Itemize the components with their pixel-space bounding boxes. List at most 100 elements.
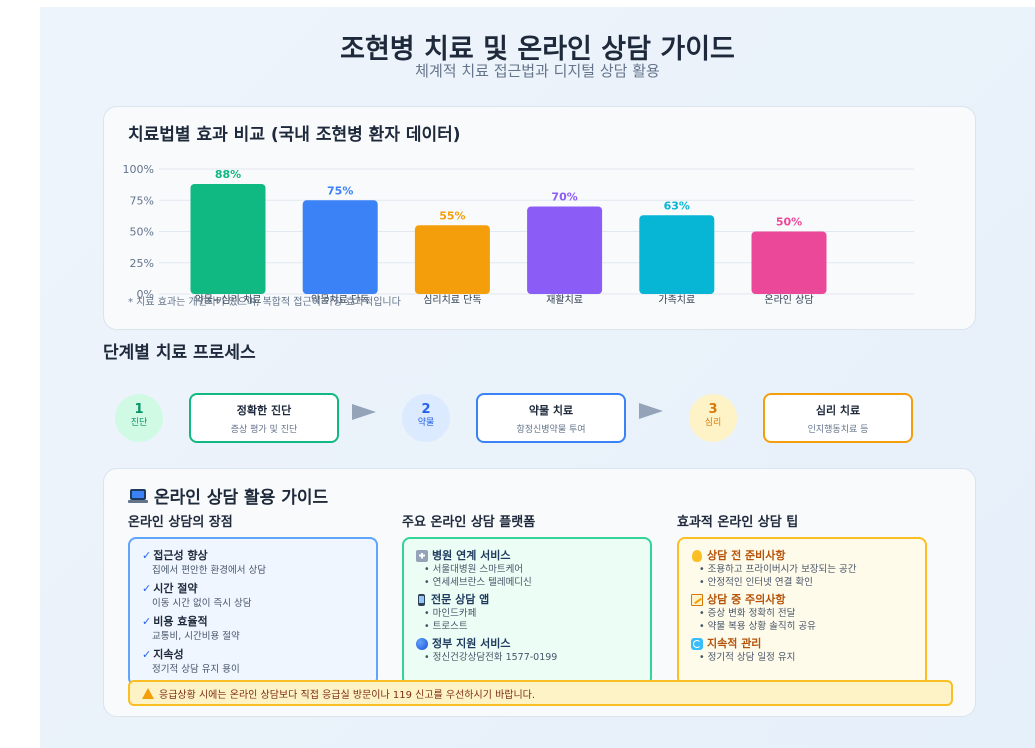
x-category-label: 재활치료 [546, 293, 583, 306]
check-icon: ✓ [142, 648, 152, 661]
step-2-desc: 항정신병약물 투여 [516, 425, 586, 435]
refresh-icon [691, 637, 703, 650]
tip-item: • 조용하고 프라이버시가 보장되는 공간 [699, 564, 857, 575]
step-2-box: 약물 치료 항정신병약물 투여 [476, 393, 626, 443]
tip-group-title: 상담 중 주의사항 [707, 593, 786, 606]
warning-text: 응급상황 시에는 온라인 상담보다 직접 응급실 방문이나 119 신고를 우선… [159, 689, 536, 701]
platform-group: 정부 지원 서비스 • 정신건강상담전화 1577-0199 [416, 636, 638, 664]
bar-value-label: 88% [215, 168, 241, 181]
platform-group-title: 정부 지원 서비스 [432, 637, 511, 650]
check-icon: ✓ [142, 549, 152, 562]
bar [639, 215, 715, 294]
step-1-desc: 증상 평가 및 진단 [230, 425, 298, 435]
page-background: 조현병 치료 및 온라인 상담 가이드 체계적 치료 접근법과 디지털 상담 활… [40, 7, 1035, 748]
treatment-effect-bar-chart: 0% 25% 50% 75% 100% 88% 약물+심리 치료 75% 약물치료 단독 55% 심… [123, 163, 914, 306]
advantage-title: 지속성 [153, 648, 184, 661]
platforms-box: 병원 연계 서비스 • 서울대병원 스마트케어 • 연세세브란스 텔레메디신 전… [402, 537, 652, 686]
x-category-label: 심리치료 단독 [423, 294, 481, 306]
y-tick-label: 100% [123, 163, 154, 176]
advantage-item: ✓ 비용 효율적 교통비, 시간비용 절약 [142, 614, 364, 644]
mobile-phone-icon [418, 593, 425, 606]
bar-value-label: 70% [551, 191, 577, 204]
advantages-title: 온라인 상담의 장점 [128, 515, 233, 530]
laptop-icon [128, 488, 148, 503]
page-title: 조현병 치료 및 온라인 상담 가이드 [340, 34, 735, 65]
bar-value-label: 50% [776, 216, 802, 229]
step-3-desc: 인지행동치료 등 [807, 425, 869, 435]
step-2-title: 약물 치료 [528, 404, 574, 417]
guide-title: 온라인 상담 활용 가이드 [128, 483, 328, 508]
advantages-box: ✓ 접근성 향상 집에서 편안한 환경에서 상담 ✓ 시간 절약 이동 시간 없이 … [128, 537, 378, 686]
tip-group: 상담 중 주의사항 • 증상 변화 정확히 전달 • 약물 복용 상황 솔직히 … [691, 592, 913, 633]
treatment-effect-chart-card: 0% 25% 50% 75% 100% 88% 약물+심리 치료 75% 약물치료 단독 55% 심… [103, 106, 976, 330]
tip-group-title: 지속적 관리 [707, 637, 762, 650]
bar [302, 200, 378, 294]
bar [414, 225, 490, 294]
memo-icon [691, 593, 703, 606]
platform-item: • 마인드카페 [424, 608, 477, 619]
platform-group: 전문 상담 앱 • 마인드카페 • 트로스트 [416, 592, 638, 633]
advantage-title: 시간 절약 [153, 582, 198, 595]
tip-group: 지속적 관리 • 정기적 상담 일정 유지 [691, 636, 913, 664]
y-tick-label: 25% [130, 257, 154, 270]
tip-group-title: 상담 전 준비사항 [707, 549, 786, 562]
bar [190, 184, 266, 294]
step-3-number: 3 [708, 402, 718, 417]
advantage-item: ✓ 접근성 향상 집에서 편안한 환경에서 상담 [142, 548, 364, 578]
step-1-title: 정확한 진단 [236, 404, 292, 417]
bar [527, 206, 603, 294]
emergency-warning-banner: 응급상황 시에는 온라인 상담보다 직접 응급실 방문이나 119 신고를 우선… [128, 680, 953, 706]
check-icon: ✓ [142, 615, 152, 628]
platform-group-title: 병원 연계 서비스 [432, 549, 511, 562]
page-subtitle: 체계적 치료 접근법과 디지털 상담 활용 [415, 62, 660, 80]
online-counseling-guide-card: 온라인 상담 활용 가이드 온라인 상담의 장점 주요 온라인 상담 플랫폼 효… [103, 468, 976, 717]
step-1-label: 진단 [130, 418, 148, 428]
platform-group-title: 전문 상담 앱 [431, 593, 490, 606]
step-2-circle: 2 약물 [402, 394, 450, 442]
process-section-title: 단계별 치료 프로세스 [103, 343, 256, 363]
tip-item: • 증상 변화 정확히 전달 [699, 608, 796, 619]
step-1-box: 정확한 진단 증상 평가 및 진단 [189, 393, 339, 443]
bar-value-label: 75% [327, 184, 353, 197]
advantage-desc: 교통비, 시간비용 절약 [152, 631, 240, 642]
step-arrow-icon [639, 403, 663, 419]
tips-box: 상담 전 준비사항 • 조용하고 프라이버시가 보장되는 공간 • 안정적인 인… [677, 537, 927, 686]
y-tick-label: 75% [130, 194, 154, 207]
tips-title: 효과적 온라인 상담 팁 [677, 515, 799, 530]
chart-footnote: * 치료 효과는 개인차가 있으며, 복합적 접근이 가장 효과적입니다 [128, 297, 401, 308]
step-3-box: 심리 치료 인지행동치료 등 [763, 393, 913, 443]
x-category-label: 온라인 상담 [764, 294, 813, 306]
step-3-circle: 3 심리 [689, 394, 737, 442]
y-tick-label: 50% [130, 226, 154, 239]
platforms-title: 주요 온라인 상담 플랫폼 [402, 515, 536, 530]
step-1-number: 1 [134, 402, 144, 417]
y-tick-label: 0% [137, 288, 154, 301]
step-1-circle: 1 진단 [115, 394, 163, 442]
chart-title: 치료법별 효과 비교 (국내 조현병 환자 데이터) [128, 125, 461, 145]
warning-icon [142, 687, 154, 699]
x-category-label: 약물치료 단독 [311, 294, 369, 306]
platform-item: • 정신건강상담전화 1577-0199 [424, 652, 558, 663]
platform-item: • 트로스트 [424, 621, 468, 632]
tip-group: 상담 전 준비사항 • 조용하고 프라이버시가 보장되는 공간 • 안정적인 인… [691, 548, 913, 589]
advantage-title: 접근성 향상 [153, 549, 208, 562]
step-2-number: 2 [421, 402, 431, 417]
advantage-desc: 집에서 편안한 환경에서 상담 [152, 565, 266, 576]
tip-item: • 약물 복용 상황 솔직히 공유 [699, 621, 816, 632]
hospital-icon [416, 549, 428, 562]
x-category-label: 가족치료 [658, 294, 695, 306]
platform-item: • 서울대병원 스마트케어 [424, 564, 524, 575]
tip-item: • 안정적인 인터넷 연결 확인 [699, 577, 813, 588]
step-3-title: 심리 치료 [815, 404, 861, 417]
platform-group: 병원 연계 서비스 • 서울대병원 스마트케어 • 연세세브란스 텔레메디신 [416, 548, 638, 589]
step-3-label: 심리 [704, 418, 722, 428]
tip-item: • 정기적 상담 일정 유지 [699, 652, 796, 663]
step-arrow-icon [352, 404, 376, 420]
lightbulb-icon [692, 549, 702, 562]
advantage-desc: 이동 시간 없이 즉시 상담 [152, 598, 252, 609]
x-category-label: 약물+심리 치료 [195, 294, 262, 306]
bar-value-label: 63% [664, 199, 690, 212]
advantage-item: ✓ 시간 절약 이동 시간 없이 즉시 상담 [142, 581, 364, 611]
bar-value-label: 55% [439, 209, 465, 222]
bar [751, 231, 827, 294]
